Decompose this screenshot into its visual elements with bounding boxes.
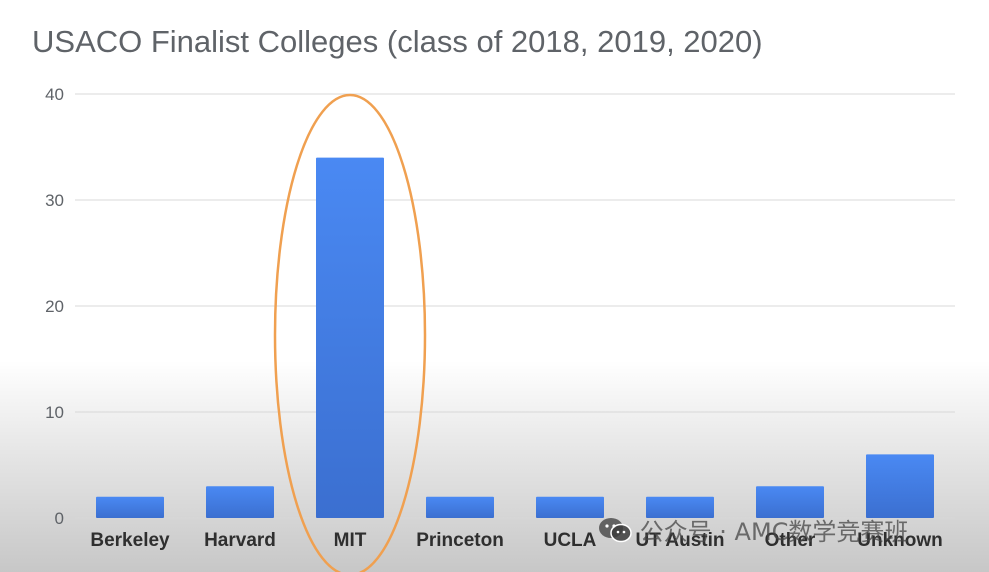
x-category-label: Berkeley xyxy=(90,530,170,551)
y-tick-label: 40 xyxy=(45,85,64,104)
bar xyxy=(96,496,164,518)
x-axis-labels: Berkeley Harvard MIT Princeton UCLA UT Austin… xyxy=(90,530,942,551)
y-tick-label: 10 xyxy=(45,403,64,422)
bars xyxy=(96,157,934,518)
y-axis-ticks: 0 10 20 30 40 xyxy=(45,85,64,528)
x-category-label: Princeton xyxy=(416,530,504,551)
x-category-label: MIT xyxy=(334,530,367,551)
y-tick-label: 0 xyxy=(55,509,64,528)
bar xyxy=(756,486,824,518)
bar xyxy=(866,454,934,518)
wechat-icon xyxy=(599,518,632,543)
y-tick-label: 20 xyxy=(45,297,64,316)
highlight-annotation xyxy=(273,93,427,572)
x-category-label: UT Austin xyxy=(635,530,724,551)
chart-title: USACO Finalist Colleges (class of 2018, … xyxy=(32,24,763,59)
highlight-ellipse xyxy=(273,93,427,572)
watermark-text: 公众号 · AMC数学竞赛班 xyxy=(639,518,909,546)
bar xyxy=(536,496,604,518)
x-category-label: Unknown xyxy=(857,530,943,551)
y-tick-label: 30 xyxy=(45,191,64,210)
bar xyxy=(316,157,384,518)
bar xyxy=(426,496,494,518)
bar xyxy=(206,486,274,518)
bar xyxy=(646,496,714,518)
x-category-label: Harvard xyxy=(204,530,276,551)
watermark: 公众号 · AMC数学竞赛班 xyxy=(598,512,908,547)
gridlines xyxy=(75,93,955,519)
x-category-label: UCLA xyxy=(544,530,597,551)
x-category-label: Other xyxy=(765,530,816,551)
